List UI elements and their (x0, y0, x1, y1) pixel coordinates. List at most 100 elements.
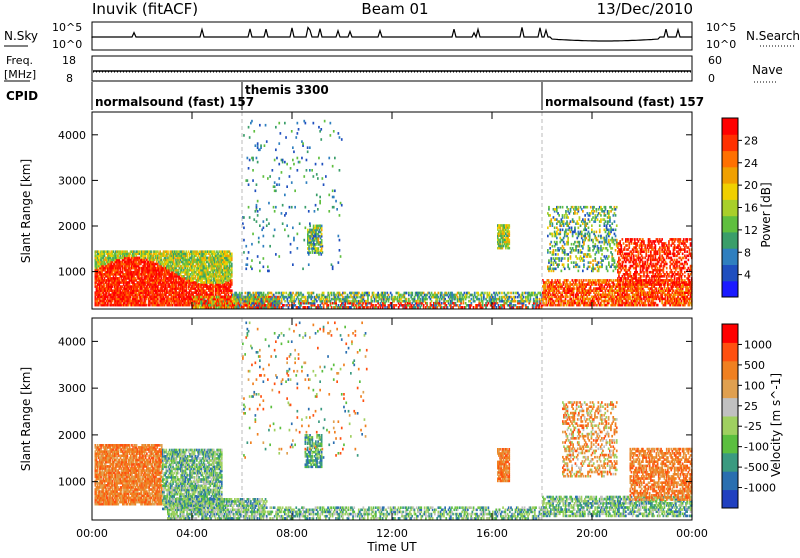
nave-tick-bottom: 0 (708, 72, 715, 85)
data-cell (241, 292, 243, 295)
date-title: 13/Dec/2010 (597, 0, 693, 18)
freq-panel: Freq. [MHz] 18 8 60 0 Nave (4, 54, 783, 85)
nsky-right-tick-bottom: 10^0 (706, 38, 736, 51)
data-cell (245, 292, 247, 295)
data-cell (390, 302, 392, 305)
data-cell (146, 304, 148, 307)
data-cell (323, 292, 325, 295)
freq-tick-top: 18 (62, 54, 76, 67)
data-cell (477, 292, 479, 295)
data-cell (474, 300, 476, 303)
nsky-tick-bottom: 10^0 (52, 38, 82, 51)
data-cell (499, 292, 501, 295)
data-cell (513, 292, 515, 295)
data-cell (409, 300, 411, 303)
data-cell (275, 292, 277, 295)
data-cell (499, 296, 501, 299)
data-cell (313, 292, 315, 295)
data-cell (234, 306, 236, 309)
data-cell (284, 300, 286, 303)
data-cell (522, 292, 524, 295)
data-cell (283, 292, 285, 295)
data-cell (279, 292, 281, 295)
data-cell (231, 263, 233, 266)
nsearch-label: N.Search (746, 29, 800, 43)
data-cell (471, 302, 473, 305)
data-cell (441, 306, 443, 309)
freq-label-line2: [MHz] (4, 68, 36, 81)
data-cell (266, 298, 268, 301)
data-cell (372, 300, 374, 303)
data-cell (273, 294, 275, 297)
data-cell (559, 279, 561, 282)
data-cell (389, 296, 391, 299)
data-cell (289, 304, 291, 307)
data-cell (305, 306, 307, 309)
data-cell (167, 250, 169, 253)
nsky-panel: N.Sky 10^5 10^0 10^5 10^0 N.Search (4, 21, 800, 51)
data-cell (150, 250, 152, 253)
data-cell (312, 296, 314, 299)
data-cell (250, 294, 252, 297)
data-cell (478, 298, 480, 301)
data-cell (254, 306, 256, 309)
data-cell (551, 279, 553, 282)
data-cell (523, 296, 525, 299)
data-cell (318, 294, 320, 297)
data-cell (344, 292, 346, 295)
data-cell (576, 283, 578, 286)
data-cell (525, 292, 527, 295)
data-cell (373, 292, 375, 295)
data-cell (447, 306, 449, 309)
cpid-panel: CPID normalsound (fast) 157 themis 3300 … (6, 82, 704, 110)
station-title: Inuvik (fitACF) (92, 0, 198, 18)
data-cell (406, 292, 408, 295)
data-cell (231, 289, 233, 292)
data-cell (231, 279, 233, 282)
data-cell (585, 279, 587, 282)
data-cell (489, 292, 491, 295)
cpid-mode-2: themis 3300 (245, 83, 329, 97)
data-cell (231, 253, 233, 256)
data-cell (260, 298, 262, 301)
data-cell (461, 306, 463, 309)
data-cell (316, 300, 318, 303)
power-data-layer (95, 112, 693, 309)
data-cell (331, 306, 333, 309)
data-cell (275, 296, 277, 299)
data-cell (406, 298, 408, 301)
data-cell (508, 292, 510, 295)
data-cell (331, 292, 333, 295)
data-cell (441, 302, 443, 305)
data-cell (267, 306, 269, 309)
data-cell (358, 292, 360, 295)
data-cell (441, 292, 443, 295)
data-cell (396, 304, 398, 307)
data-cell (567, 296, 569, 299)
nsky-label: N.Sky (4, 29, 38, 43)
data-cell (423, 304, 425, 307)
data-cell (576, 279, 578, 282)
data-cell (327, 304, 329, 307)
data-cell (321, 306, 323, 309)
data-cell (515, 300, 517, 303)
data-cell (474, 292, 476, 295)
data-cell (438, 292, 440, 295)
data-cell (368, 292, 370, 295)
data-cell (515, 296, 517, 299)
data-cell (495, 306, 497, 309)
cpid-mode-3: normalsound (fast) 157 (545, 95, 704, 109)
nave-label: Nave (752, 63, 783, 77)
data-cell (419, 298, 421, 301)
data-cell (367, 306, 369, 309)
cpid-label: CPID (6, 89, 38, 103)
data-cell (527, 306, 529, 309)
data-cell (285, 292, 287, 295)
data-cell (501, 292, 503, 295)
nsky-series-line (92, 27, 692, 41)
freq-label-line1: Freq. (6, 54, 33, 67)
data-cell (263, 292, 265, 295)
freq-tick-bottom: 8 (66, 72, 73, 85)
data-cell (292, 292, 294, 295)
